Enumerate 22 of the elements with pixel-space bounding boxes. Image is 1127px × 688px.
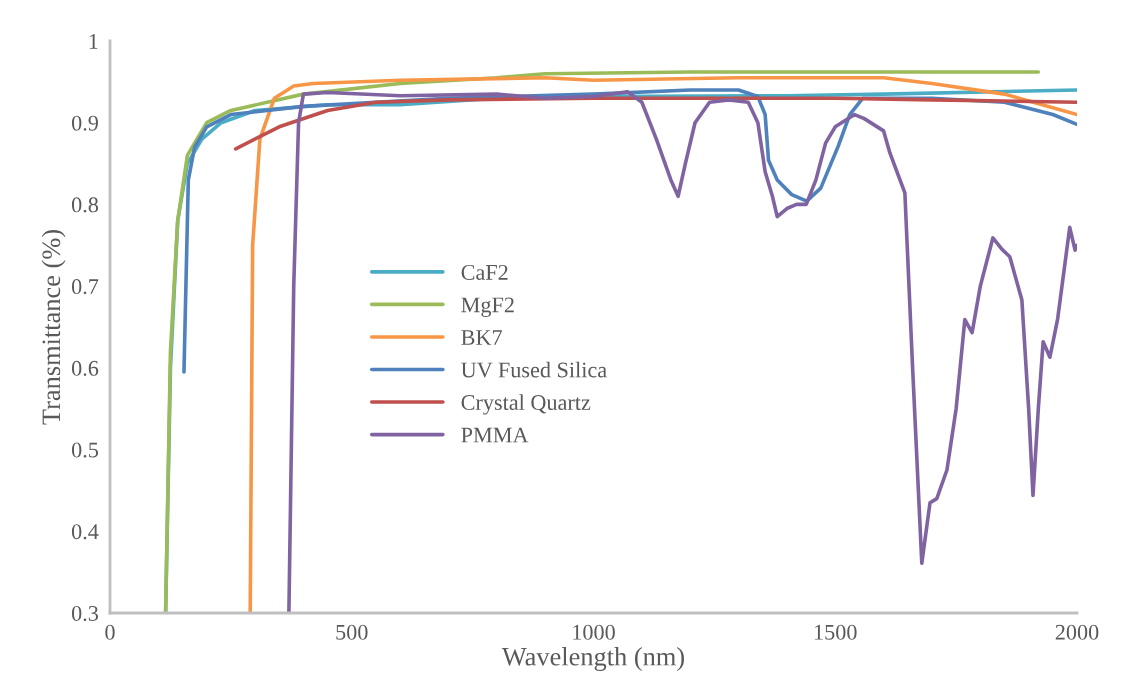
y-tick-label: 0.5 (71, 442, 99, 458)
legend-label: Crystal Quartz (461, 394, 591, 415)
legend-label: PMMA (461, 427, 529, 443)
y-tick-label: 0.6 (71, 360, 99, 376)
x-tick-label: 500 (336, 624, 368, 640)
x-tick-label: 2000 (1055, 624, 1099, 640)
y-tick-label: 0.4 (71, 524, 99, 540)
y-axis-title: Transmittance (%) (41, 230, 66, 425)
y-tick-label: 0.7 (71, 279, 99, 295)
legend-label: MgF2 (461, 297, 514, 317)
x-tick-label: 1000 (573, 624, 615, 640)
legend-label: BK7 (461, 330, 502, 345)
x-tick-label: 0 (105, 624, 115, 640)
line-series (233, 96, 1077, 151)
x-axis-title: Wavelength (nm) (501, 647, 684, 672)
y-tick-label: 0.8 (71, 197, 99, 213)
y-tick-label: 1 (89, 34, 98, 49)
x-tick-label: 1500 (814, 624, 857, 640)
legend-label: UV Fused Silica (461, 361, 607, 378)
y-tick-label: 0.9 (71, 115, 98, 131)
y-tick-label: 0.3 (71, 605, 99, 622)
legend-label: CaF2 (461, 264, 508, 280)
